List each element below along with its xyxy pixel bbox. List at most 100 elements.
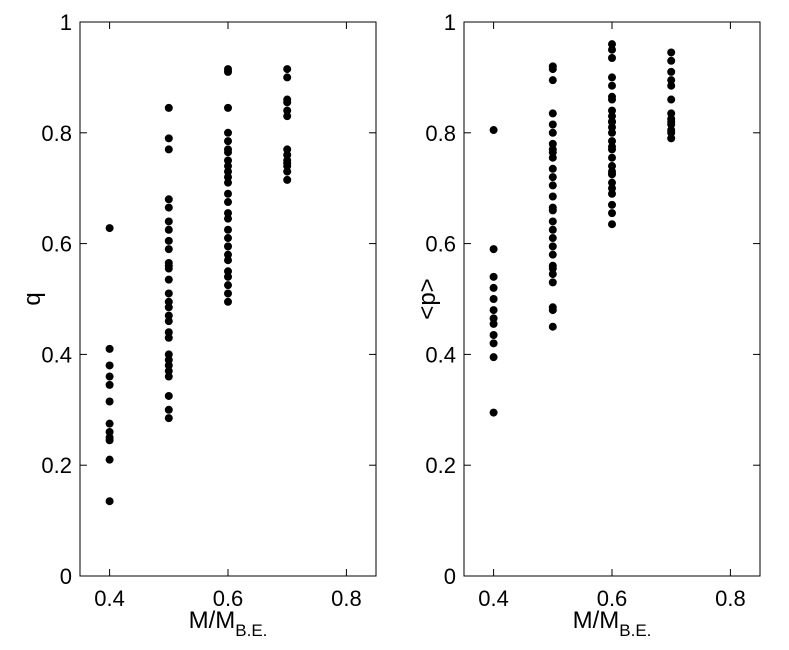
chart-q-point bbox=[224, 178, 232, 187]
chart-q-point bbox=[224, 162, 232, 171]
chart-q-point bbox=[164, 328, 173, 337]
chart-p-point bbox=[548, 225, 557, 234]
chart-q-point bbox=[283, 98, 292, 107]
chart-p-point bbox=[489, 353, 498, 362]
chart-p-plot-area bbox=[463, 21, 761, 577]
chart-q-point bbox=[283, 162, 292, 171]
chart-q-ytick-label: 0.4 bbox=[41, 342, 72, 367]
chart-p-xtick-label: 0.8 bbox=[715, 586, 746, 611]
chart-p-marks bbox=[489, 40, 676, 417]
chart-p-xlabel: M/MB.E. bbox=[573, 607, 652, 640]
chart-p-point bbox=[548, 234, 557, 243]
chart-q-point bbox=[105, 427, 114, 436]
chart-p-point bbox=[548, 65, 557, 74]
chart-p-point bbox=[489, 314, 498, 323]
chart-p-ytick-label: 0.8 bbox=[425, 121, 456, 146]
chart-q-point bbox=[105, 380, 114, 389]
chart-p-point bbox=[489, 339, 498, 348]
chart-p-point bbox=[608, 142, 616, 151]
chart-p-point bbox=[548, 139, 557, 148]
chart-q-point bbox=[164, 391, 173, 400]
chart-q-point bbox=[224, 214, 232, 223]
chart-p-point bbox=[548, 192, 557, 201]
chart-p-ytick-label: 0.4 bbox=[425, 342, 456, 367]
chart-q-point bbox=[224, 156, 232, 165]
chart-p-point bbox=[548, 173, 557, 182]
chart-p-point bbox=[548, 109, 557, 118]
chart-p-ytick-label: 0 bbox=[444, 564, 456, 589]
chart-p-ylabel: <p> bbox=[414, 278, 441, 319]
chart-q-point bbox=[224, 148, 232, 157]
chart-p-point bbox=[608, 92, 616, 101]
chart-q-point bbox=[224, 272, 232, 281]
chart-q-point bbox=[224, 167, 232, 176]
chart-q-point bbox=[224, 250, 232, 259]
chart-q-point bbox=[283, 167, 292, 176]
chart-q-panel: 0 0.2 0.4 0.6 0.8 1 0.4 0.6 0.8 q M/MB.E. bbox=[19, 10, 377, 640]
chart-p-point bbox=[489, 331, 498, 340]
chart-q-point bbox=[164, 261, 173, 270]
chart-p-xtick-label: 0.6 bbox=[597, 586, 628, 611]
chart-p-point bbox=[608, 117, 616, 126]
chart-p-point bbox=[667, 67, 676, 76]
chart-p-point bbox=[608, 162, 616, 171]
chart-q-point bbox=[224, 281, 232, 290]
chart-p-point bbox=[608, 73, 616, 82]
chart-q-xtick-label: 0.6 bbox=[213, 586, 244, 611]
chart-q-point bbox=[164, 311, 173, 320]
chart-p-ticks: 0 0.2 0.4 0.6 0.8 1 0.4 0.6 0.8 bbox=[425, 10, 760, 611]
chart-p-point bbox=[548, 120, 557, 129]
chart-p-point bbox=[548, 181, 557, 190]
chart-p-point bbox=[548, 128, 557, 137]
chart-p-point bbox=[608, 81, 616, 90]
chart-p-point bbox=[608, 184, 616, 193]
chart-p-point bbox=[667, 95, 676, 104]
chart-p-point bbox=[608, 200, 616, 209]
chart-q-ytick-label: 0.2 bbox=[41, 453, 72, 478]
chart-p-point bbox=[608, 128, 616, 137]
chart-q-point bbox=[283, 150, 292, 159]
chart-q-point bbox=[105, 436, 114, 445]
chart-p-point bbox=[548, 148, 557, 157]
chart-p-point bbox=[608, 167, 616, 176]
chart-p-point bbox=[548, 217, 557, 226]
chart-q-point bbox=[224, 198, 232, 207]
chart-p-point bbox=[608, 112, 616, 121]
chart-q-point bbox=[164, 303, 173, 312]
chart-p-point bbox=[608, 123, 616, 132]
chart-q-point bbox=[105, 372, 114, 381]
chart-q-point bbox=[164, 372, 173, 381]
chart-q-point bbox=[164, 297, 173, 306]
chart-q-point bbox=[283, 65, 292, 74]
chart-q-point bbox=[164, 217, 173, 226]
chart-p-point bbox=[667, 56, 676, 65]
chart-q-xtick-label: 0.8 bbox=[331, 586, 362, 611]
chart-q-point bbox=[283, 112, 292, 121]
chart-q-point bbox=[164, 405, 173, 414]
chart-q-ticks: 0 0.2 0.4 0.6 0.8 1 0.4 0.6 0.8 bbox=[41, 10, 376, 611]
chart-q-point bbox=[283, 106, 292, 115]
chart-p-point bbox=[608, 153, 616, 162]
chart-q-ytick-label: 0.8 bbox=[41, 121, 72, 146]
chart-q-point bbox=[164, 317, 173, 326]
chart-q-point bbox=[164, 350, 173, 359]
chart-p-point bbox=[608, 220, 616, 229]
chart-q-point bbox=[105, 397, 114, 406]
chart-q-point bbox=[105, 497, 114, 506]
chart-p-point bbox=[489, 126, 498, 135]
chart-p-xlabel-subscript: B.E. bbox=[619, 621, 651, 640]
chart-q-point bbox=[224, 103, 232, 112]
chart-q-point bbox=[224, 209, 232, 218]
chart-q-point bbox=[224, 173, 232, 182]
chart-q-point bbox=[105, 419, 114, 428]
chart-p-point bbox=[608, 137, 616, 146]
chart-p-point bbox=[608, 54, 616, 63]
chart-q-marks bbox=[105, 65, 292, 506]
chart-p-point bbox=[489, 319, 498, 328]
chart-p-point bbox=[548, 76, 557, 85]
chart-q-point bbox=[224, 189, 232, 198]
chart-p-point bbox=[548, 322, 557, 331]
chart-p-point bbox=[489, 245, 498, 254]
chart-q-point bbox=[164, 145, 173, 154]
chart-p-point bbox=[667, 76, 676, 85]
